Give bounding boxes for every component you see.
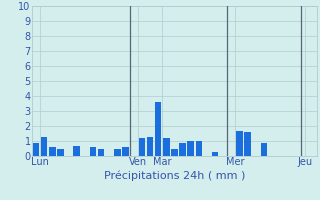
Bar <box>236 130 243 156</box>
Bar <box>114 149 121 156</box>
Bar <box>49 147 56 156</box>
Bar <box>41 137 47 156</box>
X-axis label: Précipitations 24h ( mm ): Précipitations 24h ( mm ) <box>104 170 245 181</box>
Bar <box>261 143 267 156</box>
Bar <box>57 149 64 156</box>
Bar <box>74 146 80 156</box>
Bar <box>212 152 218 156</box>
Bar <box>155 102 161 156</box>
Bar <box>179 142 186 156</box>
Bar <box>171 149 178 156</box>
Bar <box>163 138 170 156</box>
Bar <box>33 143 39 156</box>
Bar <box>90 147 96 156</box>
Bar <box>139 138 145 156</box>
Bar <box>244 132 251 156</box>
Bar <box>188 141 194 156</box>
Bar <box>196 141 202 156</box>
Bar <box>122 147 129 156</box>
Bar <box>98 149 104 156</box>
Bar <box>147 137 153 156</box>
